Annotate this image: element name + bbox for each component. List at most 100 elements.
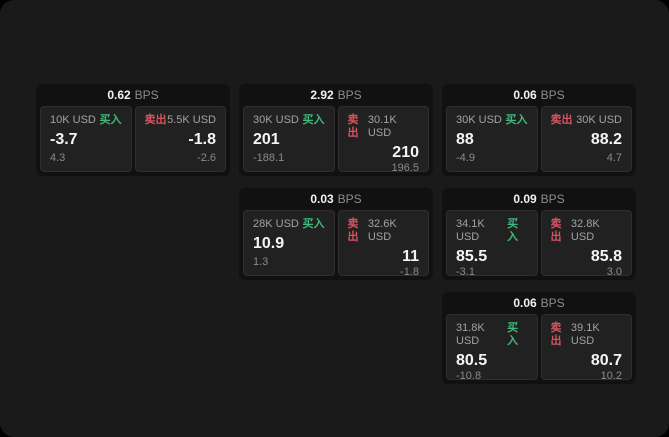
buy-price: 80.5 [456, 352, 488, 369]
buy-side-label: 买入 [302, 218, 325, 230]
card-header: 0.06 BPS [446, 292, 632, 314]
buy-delta: -4.9 [456, 152, 475, 164]
quotes-grid: 0.62 BPS 10K USD 买入 -3.7 4.3 卖出 5.5K USD [36, 84, 636, 384]
sell-price: 210 [392, 144, 419, 161]
bps-unit-label: BPS [540, 192, 565, 206]
sell-price: -1.8 [188, 131, 216, 148]
card-header: 0.03 BPS [243, 188, 429, 210]
buy-price: 201 [253, 131, 280, 148]
quote-panels: 30K USD 买入 88 -4.9 卖出 30K USD 88.2 4.7 [446, 106, 632, 172]
sell-panel[interactable]: 卖出 39.1K USD 80.7 10.2 [540, 314, 632, 382]
buy-panel-top: 30K USD 买入 [253, 114, 325, 127]
sell-panel[interactable]: 卖出 5.5K USD -1.8 -2.6 [134, 106, 226, 172]
bps-unit-label: BPS [337, 192, 362, 206]
buy-side-label: 买入 [302, 114, 325, 126]
card-header: 2.92 BPS [243, 84, 429, 106]
sell-delta: 10.2 [600, 370, 622, 382]
buy-amount: 10K USD [50, 114, 96, 126]
sell-panel[interactable]: 卖出 30K USD 88.2 4.7 [540, 106, 632, 172]
buy-delta: -188.1 [253, 152, 285, 164]
quote-card[interactable]: 0.06 BPS 30K USD 买入 88 -4.9 卖出 30K USD [442, 84, 636, 176]
bps-value: 0.06 [513, 296, 537, 310]
sell-price: 88.2 [590, 131, 622, 148]
buy-amount: 30K USD [253, 114, 299, 126]
sell-price: 85.8 [590, 248, 622, 265]
sell-side-label: 卖出 [550, 114, 573, 126]
buy-delta: -3.1 [456, 266, 475, 278]
buy-panel[interactable]: 34.1K USD 买入 85.5 -3.1 [446, 210, 538, 278]
quote-panels: 34.1K USD 买入 85.5 -3.1 卖出 32.8K USD 85.8… [446, 210, 632, 278]
quote-panels: 31.8K USD 买入 80.5 -10.8 卖出 39.1K USD 80.… [446, 314, 632, 382]
buy-price: 10.9 [253, 235, 285, 252]
sell-amount: 30K USD [576, 114, 622, 126]
card-header: 0.62 BPS [40, 84, 226, 106]
sell-amount: 30.1K USD [367, 114, 397, 139]
buy-amount: 30K USD [456, 114, 502, 126]
buy-panel-top: 31.8K USD 买入 [456, 322, 528, 348]
sell-amount: 5.5K USD [167, 114, 216, 126]
sell-side-label: 卖出 [550, 322, 562, 347]
sell-price: 80.7 [590, 352, 622, 369]
sell-amount: 32.8K USD [570, 218, 600, 243]
card-header: 0.06 BPS [446, 84, 632, 106]
sell-delta: 4.7 [606, 152, 622, 164]
sell-panel[interactable]: 卖出 32.8K USD 85.8 3.0 [540, 210, 632, 278]
sell-panel-top: 卖出 30.1K USD [348, 114, 420, 140]
sell-side-label: 卖出 [347, 114, 359, 139]
buy-amount: 28K USD [253, 218, 299, 230]
bps-value: 0.03 [310, 192, 334, 206]
sell-amount: 39.1K USD [570, 322, 600, 347]
sell-panel[interactable]: 卖出 30.1K USD 210 196.5 [337, 106, 429, 174]
buy-panel[interactable]: 30K USD 买入 88 -4.9 [446, 106, 538, 172]
buy-price: 88 [456, 131, 474, 148]
buy-panel[interactable]: 10K USD 买入 -3.7 4.3 [40, 106, 132, 172]
buy-panel-top: 34.1K USD 买入 [456, 218, 528, 244]
buy-panel-top: 28K USD 买入 [253, 218, 325, 231]
bps-unit-label: BPS [540, 296, 565, 310]
sell-panel-top: 卖出 32.8K USD [551, 218, 623, 244]
quote-card[interactable]: 0.62 BPS 10K USD 买入 -3.7 4.3 卖出 5.5K USD [36, 84, 230, 176]
buy-panel[interactable]: 31.8K USD 买入 80.5 -10.8 [446, 314, 538, 382]
bps-unit-label: BPS [337, 88, 362, 102]
sell-panel-top: 卖出 32.6K USD [348, 218, 420, 244]
quote-panels: 30K USD 买入 201 -188.1 卖出 30.1K USD 210 1… [243, 106, 429, 174]
buy-delta: 4.3 [50, 152, 66, 164]
quote-card[interactable]: 2.92 BPS 30K USD 买入 201 -188.1 卖出 30.1K … [239, 84, 433, 176]
bps-unit-label: BPS [540, 88, 565, 102]
sell-side-label: 卖出 [550, 218, 562, 243]
sell-panel[interactable]: 卖出 32.6K USD 11 -1.8 [337, 210, 429, 278]
buy-panel[interactable]: 30K USD 买入 201 -188.1 [243, 106, 335, 172]
card-header: 0.09 BPS [446, 188, 632, 210]
bps-value: 0.06 [513, 88, 537, 102]
sell-delta: 3.0 [606, 266, 622, 278]
quote-card[interactable]: 0.06 BPS 31.8K USD 买入 80.5 -10.8 卖出 39.1… [442, 292, 636, 384]
buy-price: 85.5 [456, 248, 488, 265]
buy-price: -3.7 [50, 131, 78, 148]
bps-unit-label: BPS [134, 88, 159, 102]
sell-price: 11 [402, 248, 419, 265]
buy-side-label: 买入 [99, 114, 122, 126]
buy-amount: 34.1K USD [456, 218, 485, 243]
buy-side-label: 买入 [507, 322, 519, 347]
quote-card[interactable]: 0.03 BPS 28K USD 买入 10.9 1.3 卖出 32.6K US… [239, 188, 433, 280]
buy-delta: -10.8 [456, 370, 482, 382]
buy-panel-top: 30K USD 买入 [456, 114, 528, 127]
buy-side-label: 买入 [507, 218, 519, 243]
sell-panel-top: 卖出 30K USD [551, 114, 623, 127]
sell-side-label: 卖出 [347, 218, 359, 243]
sell-delta: -1.8 [400, 266, 419, 278]
buy-side-label: 买入 [505, 114, 528, 126]
sell-amount: 32.6K USD [367, 218, 397, 243]
buy-panel-top: 10K USD 买入 [50, 114, 122, 127]
sell-panel-top: 卖出 5.5K USD [145, 114, 217, 127]
quote-panels: 10K USD 买入 -3.7 4.3 卖出 5.5K USD -1.8 -2.… [40, 106, 226, 172]
buy-panel[interactable]: 28K USD 买入 10.9 1.3 [243, 210, 335, 276]
quote-card[interactable]: 0.09 BPS 34.1K USD 买入 85.5 -3.1 卖出 32.8K… [442, 188, 636, 280]
sell-panel-top: 卖出 39.1K USD [551, 322, 623, 348]
bps-value: 0.09 [513, 192, 537, 206]
sell-side-label: 卖出 [144, 114, 167, 126]
bps-value: 2.92 [310, 88, 334, 102]
quote-panels: 28K USD 买入 10.9 1.3 卖出 32.6K USD 11 -1.8 [243, 210, 429, 278]
sell-delta: -2.6 [197, 152, 216, 164]
